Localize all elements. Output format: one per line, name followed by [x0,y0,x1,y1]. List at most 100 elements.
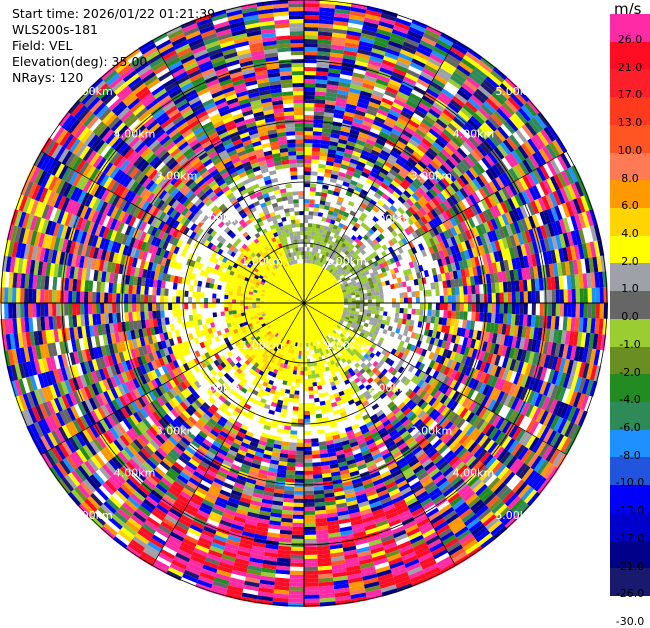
velocity-gate [505,224,514,237]
velocity-gate [427,57,442,68]
velocity-gate [438,281,444,289]
velocity-gate [501,157,512,171]
velocity-gate [415,303,420,310]
velocity-gate [399,297,404,303]
velocity-gate [504,99,518,113]
velocity-gate [409,92,422,103]
velocity-gate [419,207,427,216]
velocity-gate [330,48,344,55]
velocity-gate [333,158,343,164]
velocity-gate [338,138,348,145]
velocity-gate [291,546,304,551]
velocity-gate [307,239,311,244]
velocity-gate [311,155,320,160]
velocity-gate [462,319,468,329]
velocity-gate [473,203,483,214]
velocity-gate [371,295,376,300]
velocity-gate [322,184,329,190]
velocity-gate [372,90,385,98]
velocity-gate [493,272,499,283]
velocity-gate [297,418,304,423]
velocity-gate [317,248,322,254]
velocity-gate [426,131,438,142]
velocity-gate [405,198,414,207]
velocity-gate [353,285,359,290]
velocity-gate [463,209,472,220]
velocity-gate [423,303,428,310]
velocity-gate [401,245,408,253]
velocity-gate [388,78,402,88]
velocity-gate [463,311,468,321]
velocity-gate [509,115,522,130]
velocity-gate [365,205,373,213]
velocity-gate [562,275,568,290]
velocity-gate [457,110,470,122]
velocity-gate [294,474,304,479]
velocity-gate [376,156,386,165]
velocity-gate [440,64,455,75]
velocity-gate [362,312,368,317]
velocity-gate [448,139,460,151]
velocity-gate [360,249,367,256]
velocity-gate [520,218,529,232]
velocity-gate [322,124,333,130]
velocity-gate [304,95,315,100]
velocity-gate [295,458,304,463]
velocity-gate [352,252,358,258]
velocity-gate [316,417,323,423]
velocity-gate [299,378,304,383]
velocity-gate [314,199,321,205]
velocity-gate [525,267,531,280]
velocity-gate [494,282,500,293]
velocity-gate [537,327,543,341]
velocity-gate [351,308,356,312]
velocity-gate [315,187,323,193]
velocity-gate [574,274,580,289]
velocity-gate [538,148,550,163]
velocity-gate [559,187,570,203]
velocity-gate [518,280,524,292]
velocity-gate [479,312,484,322]
velocity-gate [342,119,353,126]
velocity-gate [292,406,299,411]
velocity-gate [430,81,444,92]
velocity-gate [478,106,491,120]
velocity-gate [554,205,563,221]
velocity-gate [309,398,315,403]
velocity-gate [388,215,397,223]
velocity-gate [387,82,400,92]
velocity-gate [351,294,356,298]
velocity-gate [324,168,333,174]
velocity-gate [488,134,500,147]
velocity-gate [346,290,351,294]
velocity-gate [355,228,362,235]
velocity-gate [431,289,436,297]
velocity-gate [554,316,560,330]
velocity-gate [326,261,331,267]
velocity-gate [580,258,587,274]
velocity-gate [318,159,327,165]
velocity-gate [327,267,332,272]
velocity-gate [494,129,507,142]
velocity-gate [429,144,441,155]
velocity-gate [490,241,498,253]
velocity-gate [551,303,556,317]
velocity-gate [355,56,370,64]
velocity-gate [343,239,349,245]
velocity-gate [580,195,590,212]
velocity-gate [593,240,601,257]
velocity-gate [432,141,444,152]
velocity-gate [342,54,357,61]
velocity-gate [304,438,312,443]
velocity-gate [443,84,457,96]
velocity-gate [411,239,418,247]
velocity-gate [535,212,544,227]
velocity-gate [389,268,396,275]
velocity-gate [528,228,536,242]
velocity-gate [434,74,448,85]
velocity-gate [347,281,353,286]
velocity-gate [387,253,394,260]
velocity-gate [317,236,322,242]
velocity-gate [349,10,366,18]
velocity-gate [334,187,342,193]
